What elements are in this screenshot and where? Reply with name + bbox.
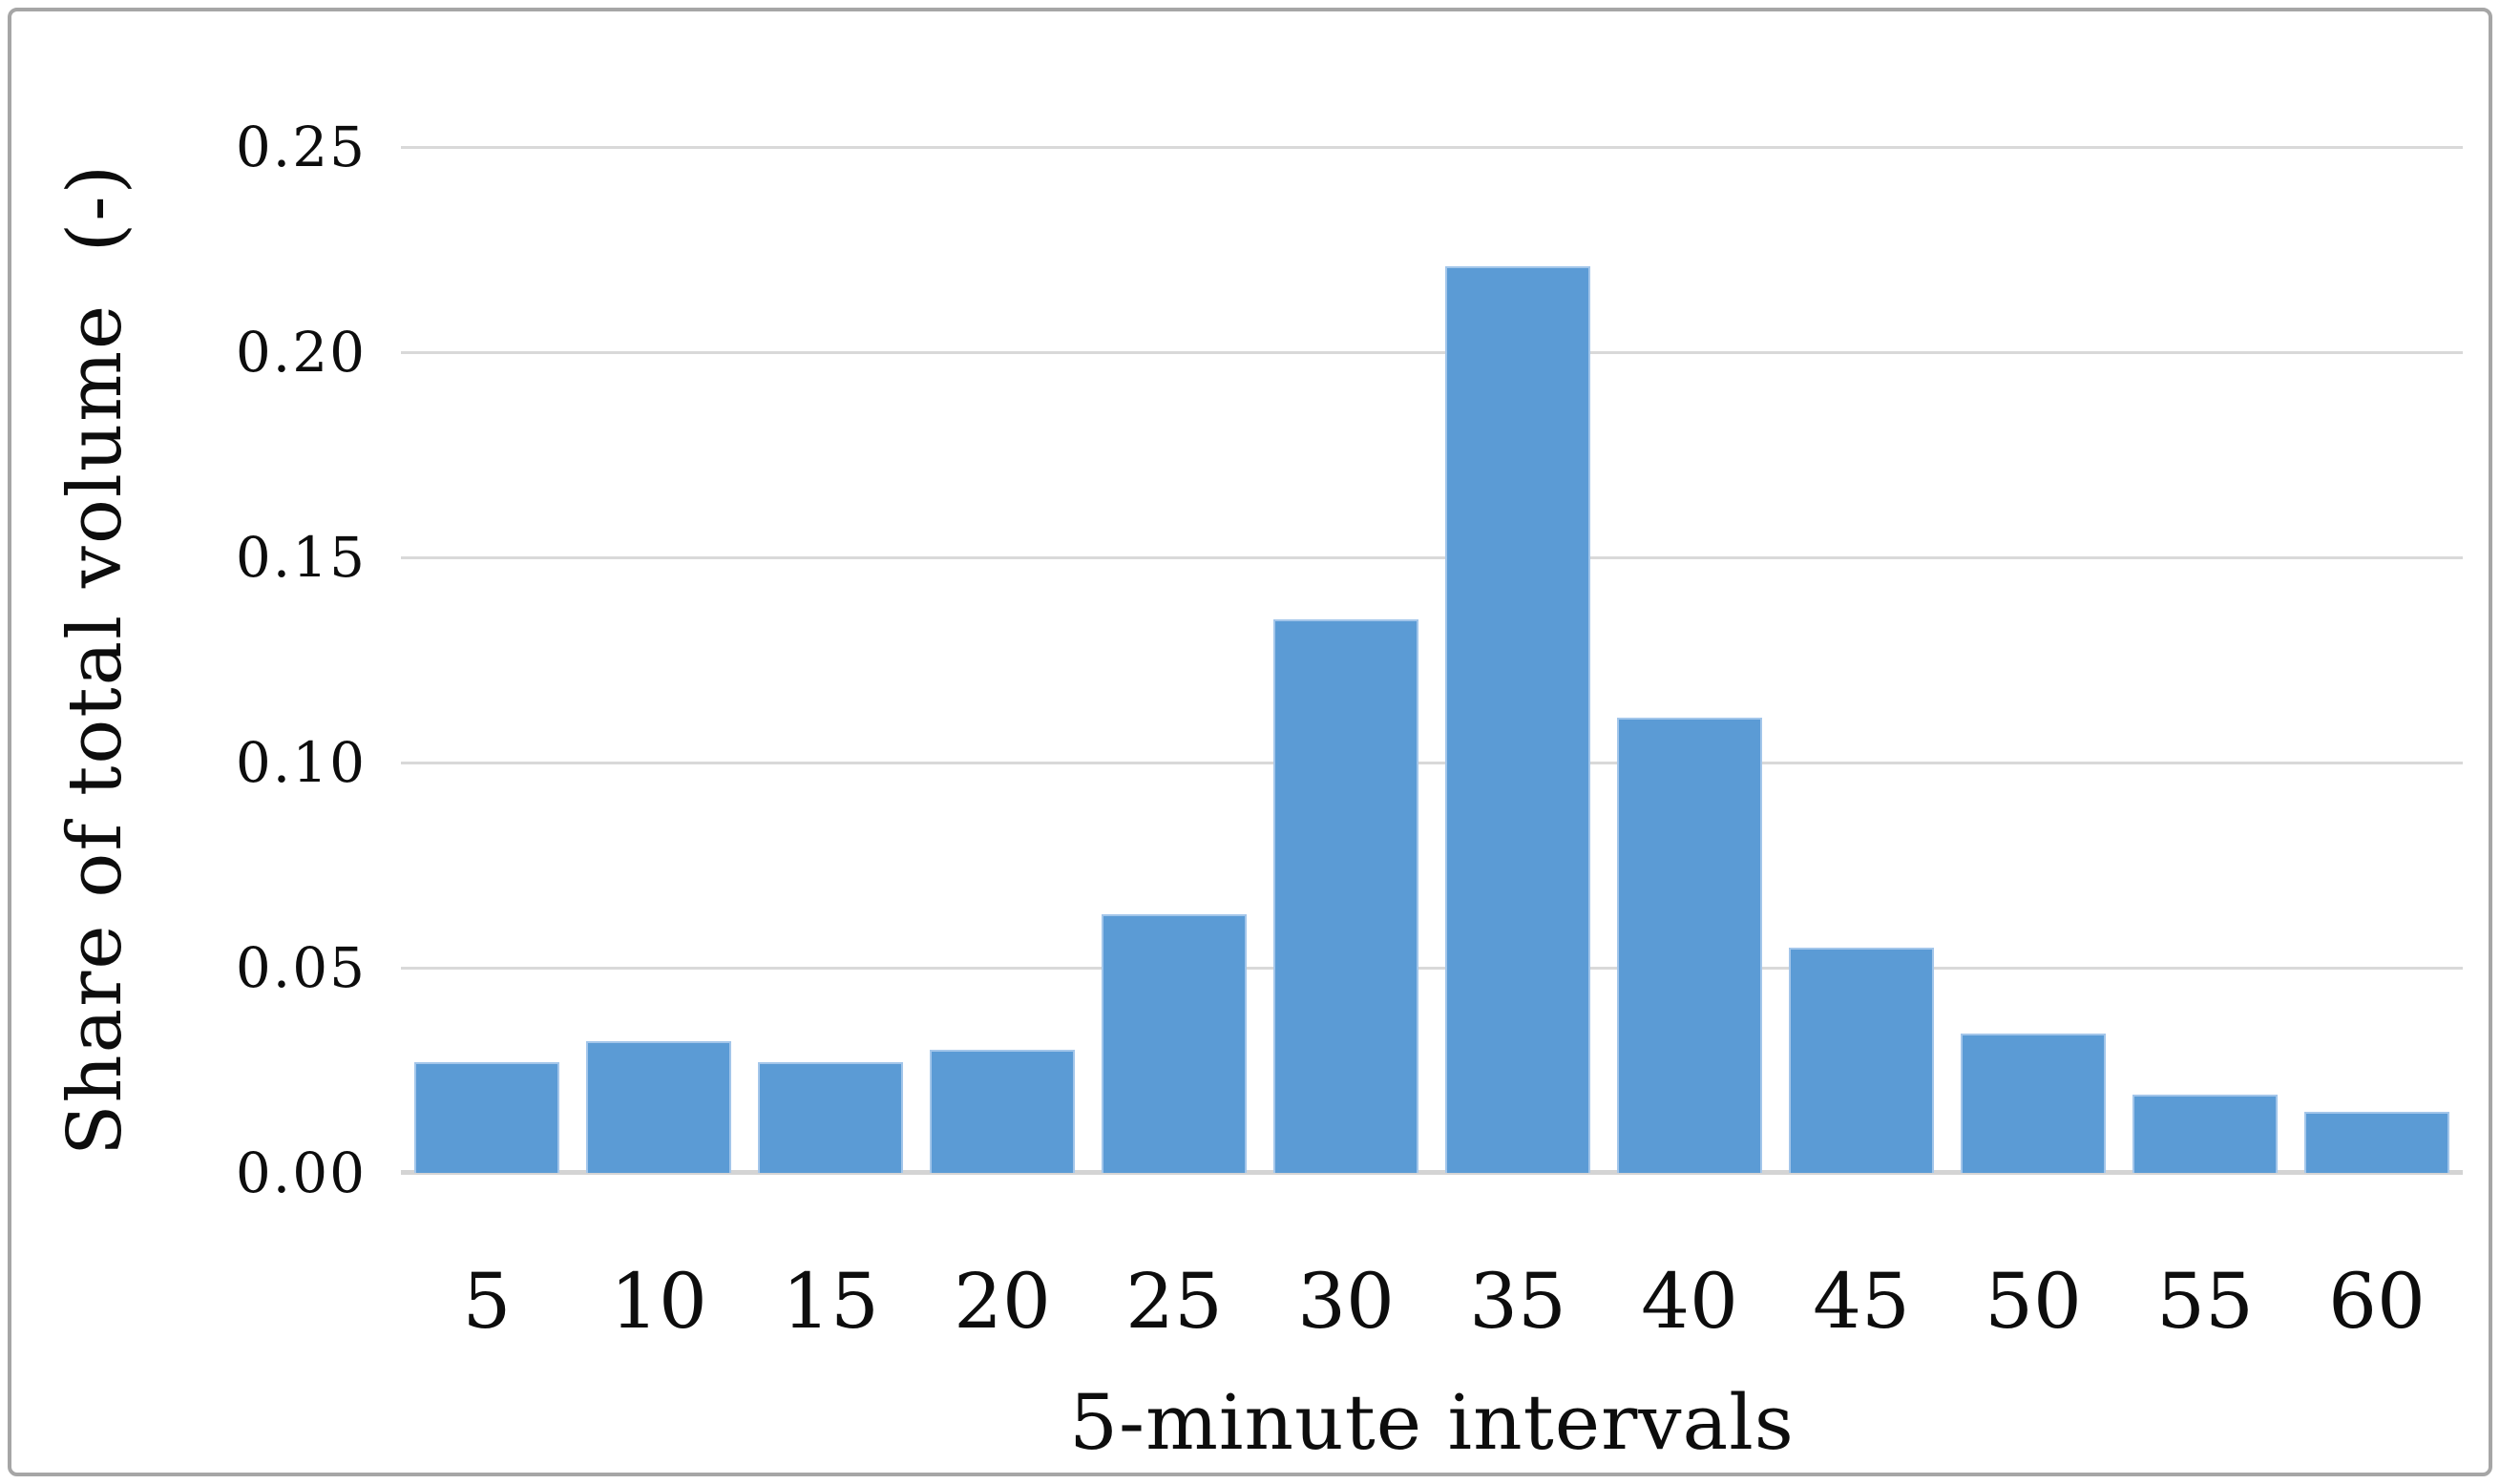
x-tick-label-10: 10 xyxy=(610,1257,707,1346)
bar-60 xyxy=(2304,1111,2449,1173)
bar-55 xyxy=(2132,1095,2278,1173)
x-tick-label-60: 60 xyxy=(2328,1257,2426,1346)
y-tick-label-0.15: 0.15 xyxy=(235,525,367,590)
x-tick-label-25: 25 xyxy=(1125,1257,1223,1346)
x-tick-label-40: 40 xyxy=(1641,1257,1738,1346)
bar-5 xyxy=(414,1061,559,1173)
y-tick-label-0.05: 0.05 xyxy=(235,935,367,1000)
y-tick-label-0.00: 0.00 xyxy=(235,1140,367,1205)
bar-35 xyxy=(1445,265,1590,1173)
plot-area xyxy=(401,145,2463,1175)
y-tick-label-0.10: 0.10 xyxy=(235,730,367,795)
bar-10 xyxy=(586,1041,731,1173)
x-tick-label-30: 30 xyxy=(1297,1257,1395,1346)
gridline xyxy=(401,145,2463,149)
bar-20 xyxy=(930,1050,1075,1173)
bar-15 xyxy=(758,1061,903,1173)
x-tick-label-45: 45 xyxy=(1813,1257,1910,1346)
gridline xyxy=(401,350,2463,354)
bar-40 xyxy=(1617,717,1762,1173)
gridline xyxy=(401,966,2463,970)
y-tick-label-0.20: 0.20 xyxy=(235,320,367,385)
x-tick-label-50: 50 xyxy=(1985,1257,2082,1346)
bar-45 xyxy=(1789,947,1934,1173)
figure-frame: Share of total volume (-) 0.00 0.05 0.10 0.… xyxy=(8,8,2492,1476)
bar-25 xyxy=(1102,914,1247,1173)
x-tick-label-20: 20 xyxy=(954,1257,1051,1346)
x-axis-baseline xyxy=(401,1170,2463,1175)
bar-50 xyxy=(1961,1033,2106,1173)
gridline xyxy=(401,761,2463,764)
x-tick-label-15: 15 xyxy=(782,1257,879,1346)
x-tick-label-5: 5 xyxy=(462,1257,512,1346)
x-axis-title: 5-minute intervals xyxy=(1069,1378,1795,1467)
y-tick-label-0.25: 0.25 xyxy=(235,115,367,179)
gridline xyxy=(401,555,2463,559)
bar-30 xyxy=(1273,618,1418,1173)
x-tick-label-55: 55 xyxy=(2156,1257,2254,1346)
x-tick-label-35: 35 xyxy=(1469,1257,1566,1346)
y-axis-title: Share of total volume (-) xyxy=(53,162,138,1157)
